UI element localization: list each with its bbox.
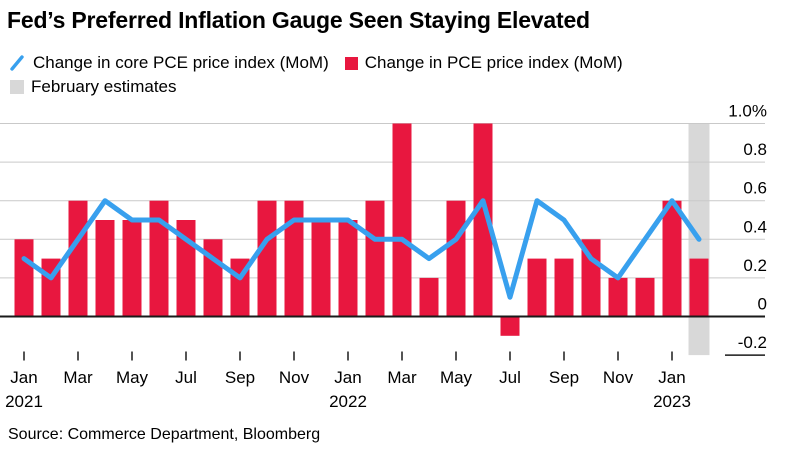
bar-2021-04 bbox=[95, 220, 115, 317]
bar-2022-02 bbox=[365, 200, 385, 317]
legend-label-headline-pce: Change in PCE price index (MoM) bbox=[364, 53, 623, 72]
x-tick-label-month: Sep bbox=[549, 368, 579, 387]
legend-item-headline-pce: Change in PCE price index (MoM) bbox=[344, 52, 623, 74]
x-tick-label-year: 2021 bbox=[5, 392, 43, 411]
bar-2021-05 bbox=[122, 220, 142, 317]
bar-2022-03 bbox=[392, 123, 412, 317]
x-tick-label-month: Nov bbox=[603, 368, 634, 387]
bar-2022-06 bbox=[473, 123, 493, 317]
legend-item-estimates: February estimates bbox=[8, 76, 177, 98]
source-text: Source: Commerce Department, Bloomberg bbox=[8, 426, 321, 443]
page-title: Fed’s Preferred Inflation Gauge Seen Sta… bbox=[7, 7, 590, 33]
bar-2022-09 bbox=[554, 258, 574, 317]
x-tick-label-month: May bbox=[116, 368, 149, 387]
bar-series-marker-icon bbox=[344, 56, 358, 70]
legend-item-core-pce: Change in core PCE price index (MoM) bbox=[8, 52, 329, 74]
bar-2021-10 bbox=[257, 200, 277, 317]
x-tick-label-month: May bbox=[440, 368, 473, 387]
bar-2021-08 bbox=[203, 239, 223, 317]
bar-2023-01 bbox=[662, 200, 682, 317]
x-tick-label-month: Mar bbox=[387, 368, 417, 387]
x-tick-label-year: 2023 bbox=[653, 392, 691, 411]
y-tick-label: 0.4 bbox=[743, 217, 767, 236]
x-tick-label-month: Jan bbox=[658, 368, 685, 387]
legend-label-estimates: February estimates bbox=[31, 77, 177, 96]
legend-label-core-pce: Change in core PCE price index (MoM) bbox=[33, 53, 329, 72]
x-tick-label-month: Nov bbox=[279, 368, 310, 387]
bar-2021-11 bbox=[284, 200, 304, 317]
bar-2022-11 bbox=[608, 277, 628, 317]
bar-2022-12 bbox=[635, 277, 655, 317]
legend-row-2: February estimates bbox=[8, 75, 783, 99]
y-tick-label: 1.0% bbox=[728, 102, 767, 121]
bar-2022-10 bbox=[581, 239, 601, 317]
bar-2021-06 bbox=[149, 200, 169, 317]
x-tick-label-month: Jul bbox=[175, 368, 197, 387]
x-tick-label-month: Jul bbox=[499, 368, 521, 387]
bar-2022-04 bbox=[419, 277, 439, 317]
x-tick-label-month: Jan bbox=[334, 368, 361, 387]
core-pce-line bbox=[21, 198, 702, 300]
bar-2023-02 bbox=[689, 258, 709, 317]
legend-row-1: Change in core PCE price index (MoM) Cha… bbox=[8, 51, 783, 75]
estimate-band-marker-icon bbox=[10, 80, 24, 94]
bar-2022-07 bbox=[500, 316, 520, 336]
line-series-slash-icon bbox=[10, 55, 24, 71]
x-tick-label-month: Sep bbox=[225, 368, 255, 387]
x-tick-label-year: 2022 bbox=[329, 392, 367, 411]
bar-2021-12 bbox=[311, 220, 331, 317]
chart-legend: Change in core PCE price index (MoM) Cha… bbox=[8, 51, 783, 99]
y-tick-label: 0.6 bbox=[743, 179, 767, 198]
x-tick-label-month: Mar bbox=[63, 368, 93, 387]
x-tick-label-month: Jan bbox=[10, 368, 37, 387]
bar-2021-01 bbox=[14, 239, 34, 317]
y-tick-label: 0 bbox=[758, 295, 767, 314]
y-tick-label: 0.8 bbox=[743, 140, 767, 159]
bar-2021-03 bbox=[68, 200, 88, 317]
bar-2022-08 bbox=[527, 258, 547, 317]
bar-2022-01 bbox=[338, 220, 358, 317]
chart-area: 1.0% 0.8 0.6 0.4 0.2 0 -0.2 Jan 2021 Mar May Jul Sep… bbox=[0, 95, 791, 425]
y-tick-label: -0.2 bbox=[738, 333, 767, 352]
bar-2022-05 bbox=[446, 200, 466, 317]
inflation-chart: 1.0% 0.8 0.6 0.4 0.2 0 -0.2 Jan 2021 Mar May Jul Sep… bbox=[0, 102, 767, 411]
y-tick-label: 0.2 bbox=[743, 256, 767, 275]
